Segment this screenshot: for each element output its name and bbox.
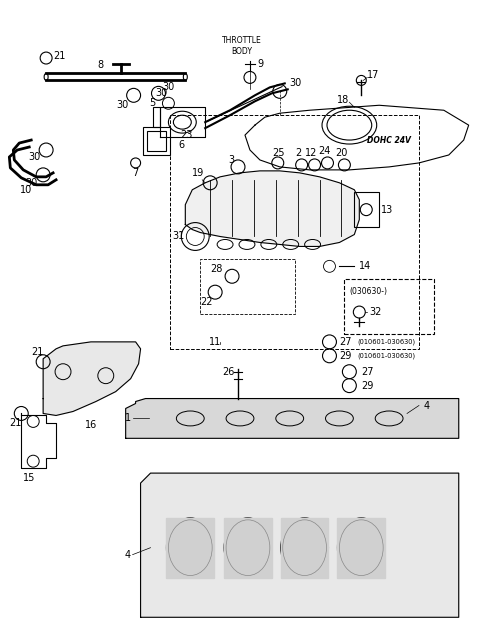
Text: 29: 29 — [361, 381, 373, 391]
Text: 22: 22 — [200, 297, 213, 307]
Polygon shape — [167, 518, 214, 578]
Bar — [143, 127, 170, 155]
Text: 10: 10 — [20, 185, 32, 194]
Text: 11: 11 — [209, 337, 221, 347]
Text: 30: 30 — [290, 79, 302, 88]
Text: 30: 30 — [162, 82, 175, 92]
Polygon shape — [224, 518, 272, 578]
Bar — [354, 192, 379, 227]
Text: 28: 28 — [210, 264, 223, 274]
Bar — [344, 279, 434, 334]
Text: 21: 21 — [53, 50, 65, 61]
Text: 21: 21 — [9, 419, 22, 428]
Text: 1: 1 — [124, 413, 131, 424]
Text: 15: 15 — [23, 473, 36, 483]
Text: (030630-): (030630-) — [349, 287, 387, 296]
Text: 30: 30 — [28, 152, 40, 162]
Bar — [200, 260, 295, 314]
Text: 5: 5 — [149, 99, 156, 108]
Text: (010601-030630): (010601-030630) — [357, 352, 416, 359]
Polygon shape — [337, 518, 385, 578]
Text: 21: 21 — [31, 347, 44, 357]
Polygon shape — [185, 171, 360, 247]
Text: 9: 9 — [257, 59, 263, 68]
Text: 12: 12 — [305, 148, 318, 158]
Text: 18: 18 — [337, 95, 350, 105]
Text: DOHC 24V: DOHC 24V — [367, 135, 411, 144]
Text: (010601-030630): (010601-030630) — [357, 339, 416, 345]
Polygon shape — [141, 473, 459, 618]
Text: 27: 27 — [339, 337, 352, 347]
Bar — [153, 108, 160, 127]
Text: 16: 16 — [85, 421, 97, 430]
Text: 14: 14 — [360, 261, 372, 271]
Text: 3: 3 — [228, 155, 234, 165]
Text: 6: 6 — [179, 140, 184, 150]
Text: 19: 19 — [192, 168, 204, 178]
Polygon shape — [126, 399, 459, 439]
Text: 27: 27 — [361, 366, 374, 377]
Polygon shape — [281, 518, 328, 578]
Text: 30: 30 — [117, 100, 129, 110]
Text: 29: 29 — [339, 351, 352, 361]
Bar — [170, 115, 419, 349]
Text: THROTTLE
BODY: THROTTLE BODY — [222, 36, 262, 55]
Text: 23: 23 — [180, 130, 193, 140]
Bar — [146, 131, 167, 151]
Text: 31: 31 — [172, 231, 185, 242]
Text: 26: 26 — [222, 366, 234, 377]
Text: 30: 30 — [156, 88, 168, 99]
Text: 20: 20 — [335, 148, 348, 158]
Text: 4: 4 — [124, 549, 131, 560]
Polygon shape — [43, 342, 141, 415]
Text: 13: 13 — [381, 205, 394, 214]
Text: 32: 32 — [369, 307, 382, 317]
Text: 2: 2 — [296, 148, 302, 158]
Text: 17: 17 — [367, 70, 380, 80]
Text: 7: 7 — [132, 168, 139, 178]
Text: 30: 30 — [25, 178, 37, 188]
Text: 24: 24 — [318, 146, 331, 156]
Text: 25: 25 — [272, 148, 284, 158]
Text: 4: 4 — [424, 401, 430, 410]
Text: 8: 8 — [98, 61, 104, 70]
